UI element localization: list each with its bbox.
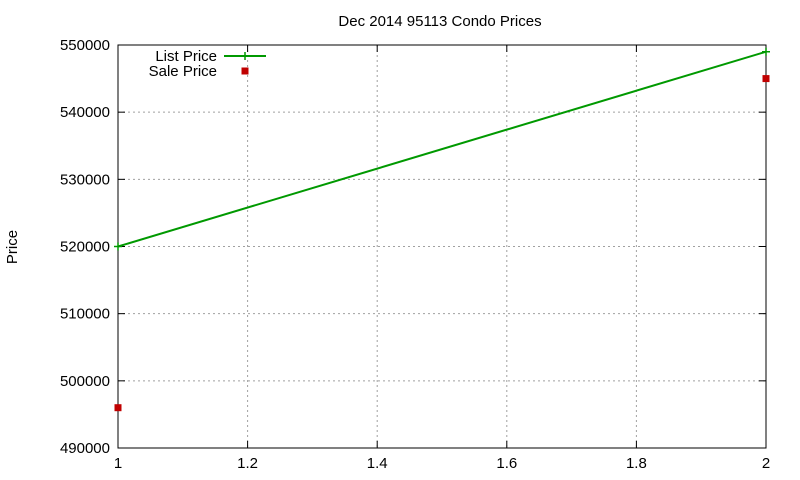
series-layer bbox=[114, 47, 770, 412]
x-tick-label: 1.8 bbox=[626, 455, 647, 472]
data-point bbox=[762, 47, 770, 56]
y-tick-label: 500000 bbox=[60, 373, 110, 390]
axis-ticks: 1 1.2 1.4 1.6 1.8 2 490000 500000 510000 520000 53… bbox=[60, 37, 770, 472]
x-tick-label: 1.4 bbox=[367, 455, 388, 472]
data-point bbox=[762, 75, 770, 83]
grid bbox=[118, 45, 766, 448]
legend: List Price Sale Price bbox=[149, 48, 266, 80]
legend-label-list-price: List Price bbox=[155, 48, 217, 65]
data-point bbox=[114, 404, 122, 412]
series-sale-price bbox=[114, 75, 770, 412]
legend-label-sale-price: Sale Price bbox=[149, 63, 217, 80]
y-tick-label: 550000 bbox=[60, 37, 110, 54]
x-tick-label: 1.6 bbox=[496, 455, 517, 472]
chart-title: Dec 2014 95113 Condo Prices bbox=[338, 13, 541, 30]
x-tick-label: 2 bbox=[762, 455, 770, 472]
y-tick-label: 490000 bbox=[60, 440, 110, 457]
legend-marker-list-price bbox=[241, 52, 249, 60]
y-tick-label: 510000 bbox=[60, 306, 110, 323]
y-tick-label: 520000 bbox=[60, 239, 110, 256]
series-line bbox=[117, 50, 767, 248]
series-list-price bbox=[114, 47, 770, 251]
legend-marker-sale-price bbox=[241, 67, 249, 75]
y-tick-label: 540000 bbox=[60, 104, 110, 121]
data-point bbox=[114, 242, 122, 251]
y-tick-label: 530000 bbox=[60, 171, 110, 188]
y-axis-label: Price bbox=[4, 230, 21, 264]
x-tick-label: 1.2 bbox=[237, 455, 258, 472]
x-tick-label: 1 bbox=[114, 455, 122, 472]
